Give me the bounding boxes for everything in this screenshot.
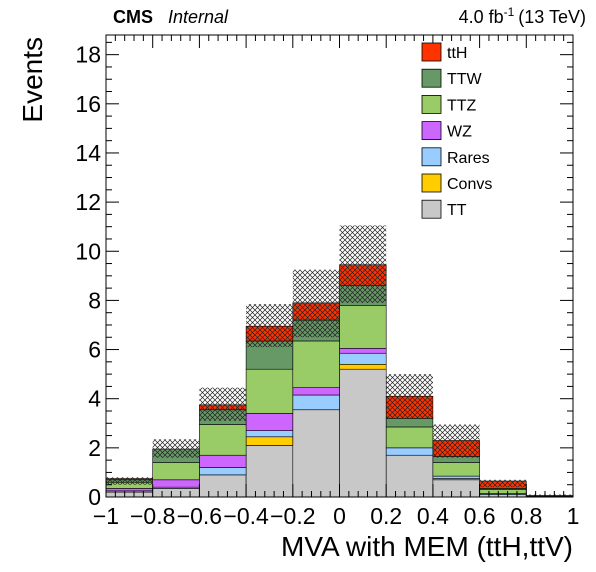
tick-labels: −1 −0.8 −0.6 −0.4 −0.2 0 0.2 0.4 0.6 0.8 102468101… [75, 42, 579, 529]
y-tick-label: 16 [75, 91, 101, 117]
x-tick-label: 0.6 [464, 503, 496, 529]
bar-convs-bin-3 [245, 436, 294, 446]
lumi-exponent: -1 [504, 5, 515, 19]
legend-label-ttz: TTZ [447, 97, 477, 114]
bar-tt-bin-3 [245, 445, 294, 498]
bar-wz-bin-1 [152, 479, 200, 488]
bar-tt-bin-4 [292, 409, 340, 498]
bar-rares-bin-7 [432, 475, 480, 479]
legend-label-convs: Convs [447, 176, 492, 193]
legend: ttH TTW TTZ WZ Rares Convs TT [421, 42, 492, 219]
lumi-value: 4.0 fb [459, 7, 504, 27]
x-tick-label: 0.4 [417, 503, 449, 529]
bar-tt-bin-6 [385, 454, 434, 498]
bar-tt-bin-1 [152, 488, 200, 498]
x-tick-label: −0.8 [130, 503, 175, 529]
lumi-energy: (13 TeV) [518, 7, 586, 27]
legend-swatch-tth [421, 42, 442, 62]
bar-rares-bin-6 [385, 447, 434, 456]
axes [105, 35, 574, 498]
legend-label-rares: Rares [447, 150, 490, 167]
bar-ttz-bin-6 [385, 426, 434, 449]
plot-frame [105, 34, 574, 498]
uncertainty-bin-2 [199, 387, 247, 421]
x-tick-label: −0.6 [177, 503, 222, 529]
bar-tt-bin-7 [432, 479, 480, 498]
legend-label-tt: TT [447, 202, 467, 219]
x-axis-title: MVA with MEM (ttH,ttV) [281, 531, 573, 562]
uncertainty-bin-6 [386, 374, 433, 419]
uncertainty-bin-7 [432, 424, 480, 458]
uncertainty-bin-8 [479, 479, 527, 488]
uncertainty-bin-1 [152, 439, 200, 458]
y-tick-label: 10 [75, 238, 101, 264]
y-tick-label: 2 [88, 435, 101, 461]
uncertainty-bin-4 [292, 269, 340, 338]
uncertainty-bin-3 [246, 304, 293, 348]
x-tick-label: −1 [93, 503, 119, 529]
y-tick-label: 8 [88, 287, 101, 313]
experiment-label: CMS [113, 7, 153, 27]
bar-ttz-bin-3 [245, 368, 294, 414]
bar-ttz-bin-4 [292, 340, 340, 388]
y-tick-label: 14 [75, 140, 101, 166]
bar-rares-bin-3 [245, 430, 294, 438]
bar-ttw-bin-6 [385, 418, 434, 428]
bar-convs-bin-5 [339, 363, 387, 370]
y-tick-label: 0 [88, 484, 101, 510]
x-tick-label: 0.8 [510, 503, 542, 529]
x-tick-label: −0.2 [270, 503, 315, 529]
legend-swatch-rares [421, 147, 442, 167]
x-tick-label: 1 [567, 503, 580, 529]
bar-ttz-bin-1 [152, 462, 200, 481]
bar-tt-bin-2 [199, 474, 247, 498]
legend-label-tth: ttH [447, 45, 467, 62]
bar-ttz-bin-5 [339, 305, 387, 349]
y-tick-label: 4 [88, 386, 101, 412]
uncertainty-band [106, 225, 573, 496]
x-tick-label: 0.2 [370, 503, 402, 529]
bar-rares-bin-2 [199, 467, 247, 476]
y-tick-label: 18 [75, 42, 101, 68]
legend-swatch-ttz [421, 95, 442, 114]
y-tick-label: 6 [88, 337, 101, 363]
bar-tt-bin-5 [339, 368, 387, 498]
bar-rares-bin-5 [339, 352, 387, 365]
bar-wz-bin-5 [339, 348, 387, 354]
bar-rares-bin-4 [292, 394, 340, 411]
uncertainty-bin-0 [106, 477, 153, 485]
bar-wz-bin-0 [105, 488, 154, 492]
x-tick-label: 0 [333, 503, 346, 529]
uncertainty-bin-5 [339, 225, 387, 303]
lumi-label: 4.0 fb-1 (13 TeV) [459, 5, 586, 27]
bar-ttz-bin-8 [479, 489, 527, 494]
legend-label-wz: WZ [447, 124, 472, 141]
bar-wz-bin-3 [245, 413, 294, 431]
y-axis-title: Events [17, 37, 48, 123]
bar-tt-bin-0 [105, 491, 154, 498]
legend-swatch-tt [421, 199, 442, 219]
y-tick-label: 12 [75, 189, 101, 215]
x-tick-label: −0.4 [223, 503, 269, 529]
legend-swatch-ttw [421, 68, 442, 88]
bar-wz-bin-2 [199, 454, 247, 468]
legend-swatch-convs [421, 173, 442, 193]
legend-swatch-wz [421, 121, 442, 140]
bar-wz-bin-4 [292, 387, 340, 396]
bar-ttz-bin-7 [432, 462, 480, 477]
uncertainty-bin-9 [526, 494, 573, 496]
status-label: Internal [168, 7, 229, 27]
legend-label-ttw: TTW [447, 71, 483, 88]
bar-ttz-bin-2 [199, 424, 247, 456]
